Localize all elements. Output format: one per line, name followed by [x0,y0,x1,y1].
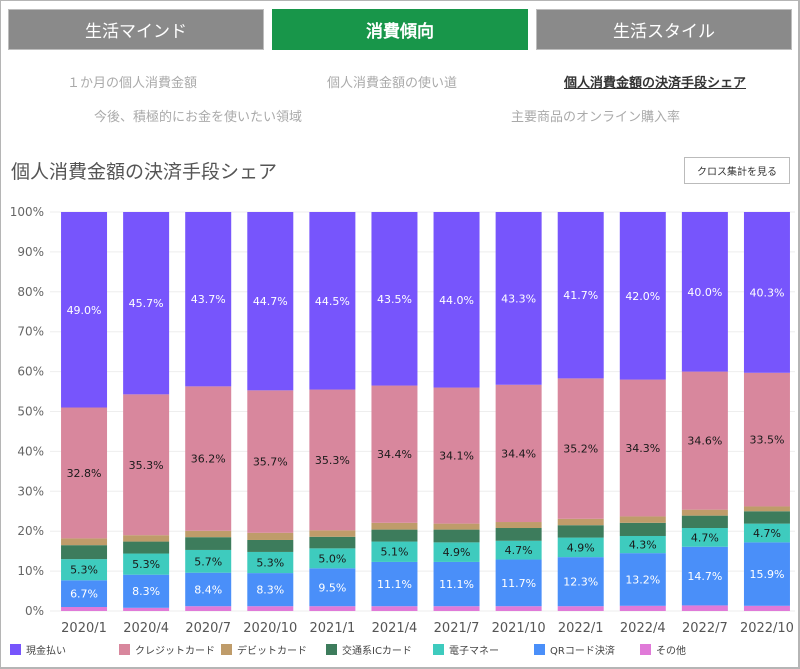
sublink-monthly-spending[interactable]: １か月の個人消費金額 [67,76,198,91]
legend-swatch [119,644,130,655]
legend-item[interactable]: 現金払い [10,642,66,657]
legend-label: 交通系ICカード [342,646,412,657]
legend-label: 電子マネー [449,646,499,657]
sublink-future-spending[interactable]: 今後、積極的にお金を使いたい領域 [94,110,303,125]
legend-swatch [326,644,337,655]
legend-item[interactable]: 電子マネー [433,642,499,657]
legend-item[interactable]: クレジットカード [119,642,215,657]
sublink-payment-share[interactable]: 個人消費金額の決済手段シェア [564,76,747,91]
legend-label: クレジットカード [135,646,215,657]
legend-item[interactable]: デビットカード [221,642,307,657]
chart-title: 個人消費金額の決済手段シェア [11,161,278,183]
legend-label: その他 [656,646,686,657]
legend-item[interactable]: QRコード決済 [534,642,615,657]
legend-swatch [10,644,21,655]
legend-label: デビットカード [237,646,307,657]
legend-swatch [640,644,651,655]
legend-item[interactable]: 交通系ICカード [326,642,412,657]
tab-life-mind[interactable]: 生活マインド [8,9,264,50]
chart-legend: 現金払い クレジットカード デビットカード 交通系ICカード 電子マネー QRコード決済 そ… [10,642,790,658]
cross-tabulation-button[interactable]: クロス集計を見る [684,157,790,184]
category-tabs: 生活マインド 消費傾向 生活スタイル [8,9,792,50]
tab-lifestyle[interactable]: 生活スタイル [536,9,792,50]
legend-label: QRコード決済 [550,646,615,657]
legend-item[interactable]: その他 [640,642,686,657]
legend-swatch [534,644,545,655]
legend-label: 現金払い [26,646,66,657]
tab-consumption-trend[interactable]: 消費傾向 [272,9,528,50]
sub-navigation: １か月の個人消費金額 個人消費金額の使い道 個人消費金額の決済手段シェア 今後、… [0,62,800,132]
sublink-online-purchase-rate[interactable]: 主要商品のオンライン購入率 [511,110,681,125]
legend-swatch [433,644,444,655]
sublink-spending-usage[interactable]: 個人消費金額の使い道 [327,76,458,91]
legend-swatch [221,644,232,655]
